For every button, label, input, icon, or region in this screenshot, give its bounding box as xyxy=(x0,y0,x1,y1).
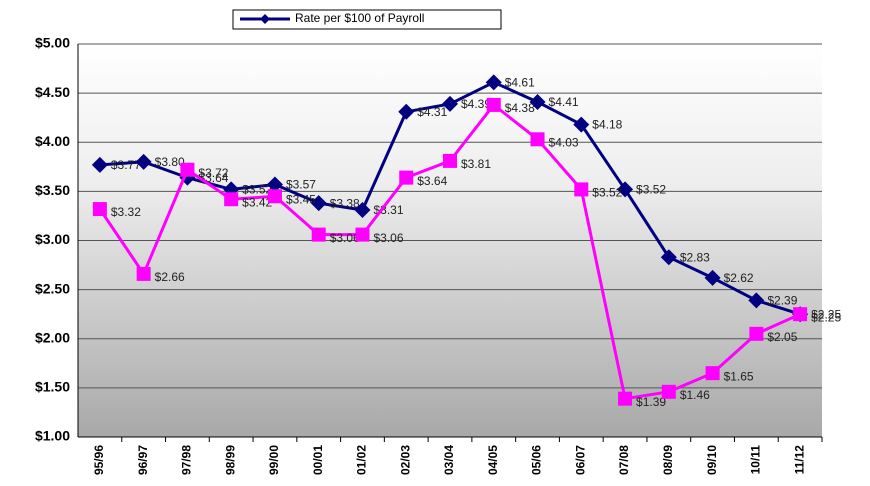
marker xyxy=(793,307,808,322)
data-label: $3.06 xyxy=(373,231,403,245)
data-label: $3.52 xyxy=(636,183,666,197)
marker xyxy=(486,97,501,112)
legend-label: Rate per $100 of Payroll xyxy=(295,11,424,25)
x-tick-label: 02/03 xyxy=(398,445,412,475)
x-tick-label: 06/07 xyxy=(573,445,587,475)
y-tick-label: $5.00 xyxy=(35,35,70,51)
data-label: $3.38 xyxy=(330,196,360,210)
y-tick-label: $4.50 xyxy=(35,84,70,100)
marker xyxy=(355,227,370,242)
data-label: $4.31 xyxy=(417,105,447,119)
legend-box xyxy=(232,9,502,30)
marker xyxy=(398,103,415,120)
data-label: $3.77 xyxy=(111,158,141,172)
marker xyxy=(443,153,457,168)
marker xyxy=(92,202,107,217)
marker xyxy=(749,326,764,341)
marker xyxy=(617,181,634,198)
data-label: $3.06 xyxy=(330,231,360,245)
marker xyxy=(180,162,195,177)
marker xyxy=(354,202,371,219)
y-tick-label: $2.50 xyxy=(35,280,70,296)
data-label: $4.61 xyxy=(505,75,535,89)
x-tick-label: 07/08 xyxy=(617,445,631,475)
x-tick-label: 01/02 xyxy=(355,445,369,475)
marker xyxy=(442,95,458,112)
data-label: $3.32 xyxy=(111,205,141,219)
legend-marker xyxy=(260,14,270,24)
x-tick-label: 08/09 xyxy=(661,445,675,475)
x-tick-label: 95/96 xyxy=(92,445,106,475)
marker xyxy=(310,195,327,212)
marker xyxy=(529,93,546,110)
marker xyxy=(311,227,326,242)
y-tick-label: $1.00 xyxy=(35,428,70,444)
marker xyxy=(705,366,720,381)
data-label: $3.42 xyxy=(242,195,272,209)
marker xyxy=(135,153,152,170)
marker xyxy=(573,116,590,133)
data-label: $4.18 xyxy=(592,118,622,132)
x-tick-label: 10/11 xyxy=(749,445,763,475)
x-tick-label: 03/04 xyxy=(442,445,456,475)
x-tick-label: 97/98 xyxy=(180,445,194,475)
marker xyxy=(704,269,721,286)
marker xyxy=(224,192,239,207)
marker xyxy=(748,292,765,309)
data-label: $3.52 xyxy=(592,186,622,200)
data-label: $4.39 xyxy=(461,97,491,111)
x-tick-label: 04/05 xyxy=(486,445,500,475)
marker xyxy=(618,391,633,406)
data-label: $2.25 xyxy=(811,310,841,324)
marker xyxy=(267,189,282,204)
data-label: $1.39 xyxy=(636,395,666,409)
data-label: $4.41 xyxy=(549,95,579,109)
marker xyxy=(530,132,545,147)
marker xyxy=(136,266,151,281)
x-tick-label: 11/12 xyxy=(792,445,806,475)
data-label: $3.31 xyxy=(373,203,403,217)
data-label: $2.39 xyxy=(767,294,797,308)
data-label: $3.80 xyxy=(155,155,185,169)
data-label: $4.38 xyxy=(505,101,535,115)
data-label: $2.25 xyxy=(811,307,841,321)
marker xyxy=(660,249,677,266)
x-tick-label: 09/10 xyxy=(705,445,719,475)
data-label: $3.57 xyxy=(286,178,316,192)
x-tick-label: 99/00 xyxy=(267,445,281,475)
data-label: $2.66 xyxy=(155,270,185,284)
data-label: $3.45 xyxy=(286,192,316,206)
marker xyxy=(485,74,502,91)
data-label: $1.46 xyxy=(680,388,710,402)
marker xyxy=(661,384,676,399)
y-tick-label: $4.00 xyxy=(35,133,70,149)
data-label: $3.64 xyxy=(417,174,447,188)
x-tick-label: 00/01 xyxy=(311,445,325,475)
x-tick-label: 05/06 xyxy=(530,445,544,475)
data-label: $2.62 xyxy=(724,271,754,285)
x-tick-label: 98/99 xyxy=(223,445,237,475)
y-tick-label: $2.00 xyxy=(35,329,70,345)
x-tick-label: 96/97 xyxy=(136,445,150,475)
y-tick-label: $3.50 xyxy=(35,182,70,198)
marker xyxy=(574,182,589,197)
data-label: $4.03 xyxy=(549,135,579,149)
marker xyxy=(399,170,414,185)
data-label: $2.83 xyxy=(680,250,710,264)
data-label: $3.72 xyxy=(198,166,228,180)
y-tick-label: $1.50 xyxy=(35,379,70,395)
marker xyxy=(266,176,283,193)
data-label: $1.65 xyxy=(724,369,754,383)
marker xyxy=(91,156,108,173)
data-label: $3.52 xyxy=(242,183,272,197)
data-label: $2.05 xyxy=(767,330,797,344)
data-label: $3.81 xyxy=(461,157,491,171)
y-tick-label: $3.00 xyxy=(35,231,70,247)
